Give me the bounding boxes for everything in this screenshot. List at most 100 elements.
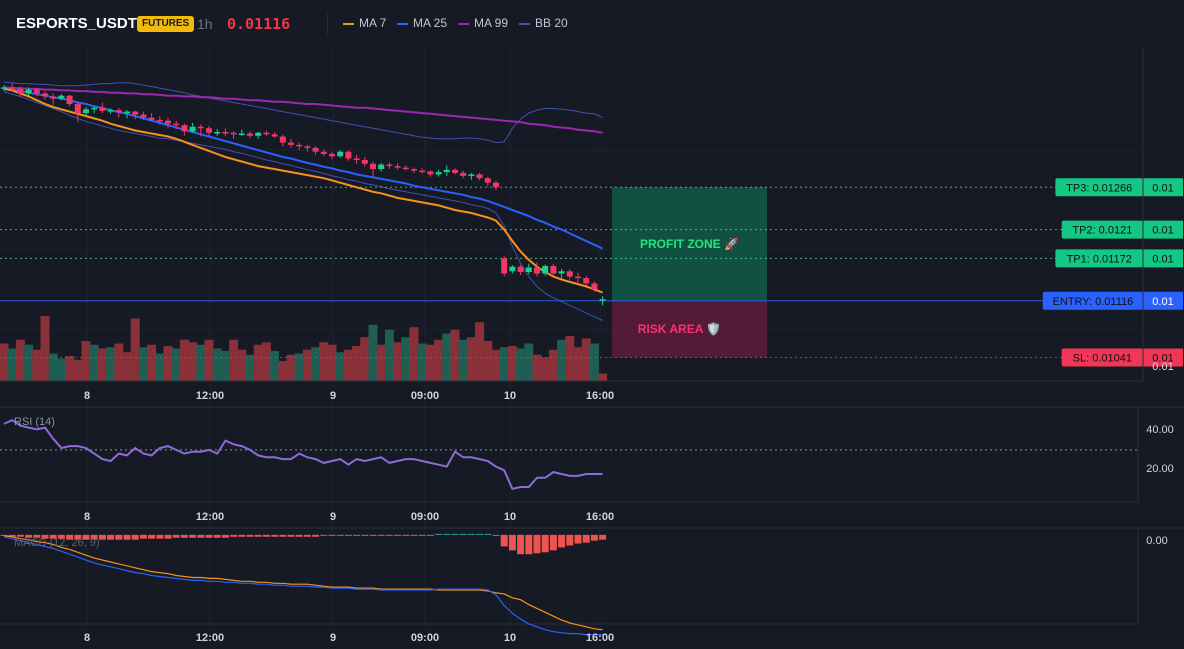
candle-body [378, 164, 385, 170]
candle-body [99, 107, 106, 111]
legend-ma99[interactable]: MA 99 [458, 16, 508, 30]
volume-bar [311, 347, 321, 381]
volume-bar [40, 316, 50, 381]
candle-body [263, 132, 270, 135]
macd-histogram-bar [107, 534, 115, 540]
legend-ma25[interactable]: MA 25 [397, 16, 447, 30]
candle-body [566, 271, 573, 277]
macd-xtick-3: 09:00 [411, 632, 439, 644]
macd-histogram-bar [541, 534, 549, 553]
level-price-value-2: 0.01 [1152, 253, 1173, 265]
macd-histogram-bar [566, 534, 574, 546]
candle-body [115, 110, 122, 113]
candle-body [197, 126, 204, 129]
macd-xtick-4: 10 [504, 632, 516, 644]
macd-histogram-bar [271, 534, 279, 537]
macd-histogram-bar [205, 534, 213, 538]
ma99-swatch [458, 22, 469, 25]
candle-body [279, 136, 286, 143]
symbol-title[interactable]: ESPORTS_USDT [16, 15, 137, 32]
candle-body [468, 174, 475, 176]
candle-body [443, 169, 450, 173]
volume-bar [458, 339, 468, 381]
macd-xtick-2: 9 [330, 632, 336, 644]
rsi-line [3, 418, 603, 491]
macd-xtick-1: 12:00 [196, 632, 224, 644]
profit-zone-label: PROFIT ZONE 🚀 [640, 237, 739, 251]
macd-histogram-bar [574, 534, 582, 544]
legend-ma7[interactable]: MA 7 [343, 16, 386, 30]
macd-histogram-bar [8, 534, 16, 537]
volume-bar [204, 339, 214, 381]
level-tag-1[interactable] [1061, 220, 1143, 239]
macd-histogram-bar [353, 534, 361, 536]
volume-bar [212, 348, 222, 381]
grid-lines [0, 48, 1143, 625]
level-tag-2[interactable] [1055, 249, 1143, 268]
header-divider [327, 14, 328, 34]
macd-histogram-bar [139, 534, 147, 539]
macd-histogram-bar [254, 534, 262, 537]
candle-body [534, 267, 540, 274]
candle-body [214, 132, 221, 134]
macd-histogram-bar [558, 534, 566, 548]
macd-histogram-bar [164, 534, 172, 539]
candle-body [550, 265, 557, 274]
macd-histogram-bar [197, 534, 205, 538]
volume-bar [270, 351, 280, 381]
risk-zone-box [612, 300, 767, 358]
volume-bar [450, 329, 460, 381]
level-tag-0[interactable] [1055, 178, 1143, 197]
macd-histogram-bar [328, 534, 336, 536]
main-xtick-4: 10 [504, 390, 516, 402]
candle-body [501, 258, 508, 274]
macd-histogram-bar [33, 534, 41, 538]
macd-histogram-bar [303, 534, 311, 537]
ma25-swatch [397, 22, 408, 25]
volume-bar [343, 349, 353, 381]
macd-histogram-bar [336, 534, 344, 536]
timeframe-label[interactable]: 1h [197, 16, 213, 32]
candle-body [361, 160, 368, 164]
macd-histogram-bar [459, 533, 467, 535]
candle-body [107, 110, 114, 112]
candle-body [1, 87, 7, 89]
candle-body [517, 266, 524, 273]
macd-histogram-bar [262, 534, 270, 537]
macd-histogram-bar [533, 534, 541, 554]
candle-body [542, 265, 549, 274]
legend-bb-label: BB 20 [535, 16, 568, 30]
candle-body [238, 133, 245, 136]
candle-body [189, 126, 196, 132]
macd-histogram-bar [287, 534, 295, 537]
level-tag-4[interactable] [1061, 348, 1143, 367]
level-tag-label-0: TP3: 0.01266 [1066, 182, 1132, 194]
macd-ytick-0: 0.00 [1146, 535, 1167, 547]
volume-bar [89, 344, 99, 381]
candle-body [181, 125, 188, 132]
main-xtick-3: 09:00 [411, 390, 439, 402]
legend-bb[interactable]: BB 20 [519, 16, 568, 30]
main-xtick-5: 16:00 [586, 390, 614, 402]
macd-histogram-bar [16, 534, 24, 537]
candle-body [271, 134, 278, 137]
level-price-value-3: 0.01 [1152, 296, 1173, 308]
macd-histogram-bar [435, 533, 443, 535]
level-tags: TP3: 0.01266 0.01 TP2: 0.0121 0.01 TP1: 0.01… [1042, 178, 1183, 367]
moving-averages [3, 86, 604, 294]
candle-body [66, 95, 73, 105]
candle-body [9, 87, 16, 89]
volume-bar [114, 343, 124, 381]
macd-signal-line [3, 535, 603, 631]
macd-histogram-bar [517, 534, 525, 555]
candle-body [288, 142, 294, 145]
level-tag-3[interactable] [1042, 291, 1143, 310]
volume-bar [524, 343, 534, 381]
level-price-tag-1 [1143, 220, 1183, 239]
candle-body [337, 151, 344, 157]
volume-bar [573, 347, 583, 381]
candle-body [124, 111, 130, 114]
level-tag-label-1: TP2: 0.0121 [1072, 225, 1132, 237]
candle-body [156, 119, 163, 122]
